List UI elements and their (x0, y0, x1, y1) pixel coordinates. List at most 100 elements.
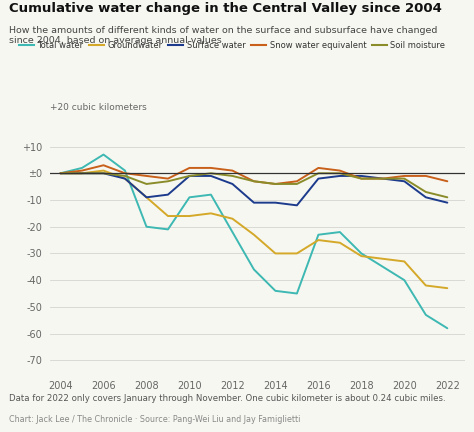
Groundwater (208, 211, 214, 216)
Total water (79, 165, 85, 171)
Legend: Total water, Groundwater, Surface water, Snow water equivalent, Soil moisture: Total water, Groundwater, Surface water,… (18, 41, 445, 50)
Snow water equivalent (229, 168, 235, 173)
Snow water equivalent (294, 179, 300, 184)
Surface water (165, 192, 171, 197)
Groundwater (445, 286, 450, 291)
Snow water equivalent (316, 165, 321, 171)
Groundwater (251, 232, 257, 237)
Total water (273, 288, 278, 293)
Total water (208, 192, 214, 197)
Text: Cumulative water change in the Central Valley since 2004: Cumulative water change in the Central V… (9, 2, 442, 15)
Snow water equivalent (122, 171, 128, 176)
Total water (445, 326, 450, 331)
Surface water (423, 195, 428, 200)
Groundwater (122, 176, 128, 181)
Text: Data for 2022 only covers January through November. One cubic kilometer is about: Data for 2022 only covers January throug… (9, 394, 446, 403)
Snow water equivalent (79, 168, 85, 173)
Line: Surface water: Surface water (61, 173, 447, 205)
Groundwater (273, 251, 278, 256)
Snow water equivalent (251, 179, 257, 184)
Total water (337, 229, 343, 235)
Snow water equivalent (423, 173, 428, 178)
Line: Groundwater: Groundwater (61, 171, 447, 288)
Surface water (208, 173, 214, 178)
Snow water equivalent (273, 181, 278, 187)
Surface water (229, 181, 235, 187)
Groundwater (316, 238, 321, 243)
Surface water (445, 200, 450, 205)
Snow water equivalent (445, 179, 450, 184)
Surface water (58, 171, 64, 176)
Snow water equivalent (58, 171, 64, 176)
Groundwater (187, 213, 192, 219)
Surface water (401, 179, 407, 184)
Snow water equivalent (358, 176, 364, 181)
Soil moisture (273, 181, 278, 187)
Snow water equivalent (401, 173, 407, 178)
Total water (122, 168, 128, 173)
Total water (229, 229, 235, 235)
Soil moisture (251, 179, 257, 184)
Soil moisture (79, 171, 85, 176)
Soil moisture (144, 181, 149, 187)
Total water (423, 312, 428, 318)
Snow water equivalent (100, 163, 106, 168)
Snow water equivalent (144, 173, 149, 178)
Soil moisture (208, 171, 214, 176)
Soil moisture (337, 171, 343, 176)
Snow water equivalent (380, 176, 386, 181)
Soil moisture (100, 171, 106, 176)
Soil moisture (316, 171, 321, 176)
Surface water (144, 195, 149, 200)
Groundwater (401, 259, 407, 264)
Text: +20 cubic kilometers: +20 cubic kilometers (50, 103, 146, 112)
Total water (251, 267, 257, 272)
Total water (316, 232, 321, 237)
Total water (165, 227, 171, 232)
Line: Snow water equivalent: Snow water equivalent (61, 165, 447, 184)
Surface water (187, 173, 192, 178)
Soil moisture (187, 173, 192, 178)
Total water (358, 251, 364, 256)
Snow water equivalent (187, 165, 192, 171)
Line: Soil moisture: Soil moisture (61, 173, 447, 197)
Snow water equivalent (208, 165, 214, 171)
Total water (187, 195, 192, 200)
Groundwater (165, 213, 171, 219)
Surface water (316, 176, 321, 181)
Soil moisture (380, 176, 386, 181)
Total water (294, 291, 300, 296)
Total water (380, 264, 386, 270)
Surface water (273, 200, 278, 205)
Soil moisture (294, 181, 300, 187)
Total water (100, 152, 106, 157)
Surface water (79, 171, 85, 176)
Total water (401, 278, 407, 283)
Line: Total water: Total water (61, 155, 447, 328)
Groundwater (229, 216, 235, 221)
Soil moisture (401, 176, 407, 181)
Groundwater (337, 240, 343, 245)
Groundwater (58, 171, 64, 176)
Surface water (251, 200, 257, 205)
Surface water (380, 176, 386, 181)
Surface water (358, 173, 364, 178)
Groundwater (423, 283, 428, 288)
Groundwater (294, 251, 300, 256)
Snow water equivalent (165, 176, 171, 181)
Total water (144, 224, 149, 229)
Surface water (122, 176, 128, 181)
Soil moisture (423, 189, 428, 194)
Surface water (294, 203, 300, 208)
Groundwater (358, 254, 364, 259)
Soil moisture (229, 173, 235, 178)
Soil moisture (58, 171, 64, 176)
Surface water (337, 173, 343, 178)
Total water (58, 171, 64, 176)
Groundwater (100, 168, 106, 173)
Soil moisture (165, 179, 171, 184)
Soil moisture (358, 176, 364, 181)
Groundwater (380, 256, 386, 261)
Text: How the amounts of different kinds of water on the surface and subsurface have c: How the amounts of different kinds of wa… (9, 26, 438, 45)
Surface water (100, 171, 106, 176)
